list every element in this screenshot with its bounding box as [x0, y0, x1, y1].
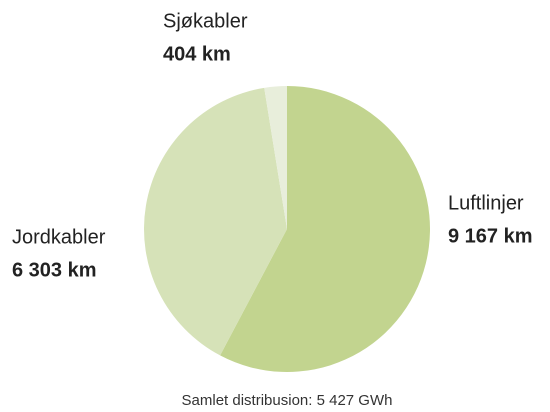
- note: Samlet distribusion: 5 427 GWh: [182, 392, 393, 409]
- slice-label: Sjøkabler: [163, 10, 248, 32]
- pie-slice: [264, 86, 287, 229]
- slice-value: 404 km: [163, 43, 231, 65]
- pie-slice: [144, 87, 287, 356]
- slice-value: 6 303 km: [12, 259, 97, 281]
- slice-value: 9 167 km: [448, 225, 533, 247]
- slice-label: Luftlinjer: [448, 192, 524, 214]
- pie-slice: [220, 86, 430, 372]
- slice-label: Jordkabler: [12, 226, 106, 248]
